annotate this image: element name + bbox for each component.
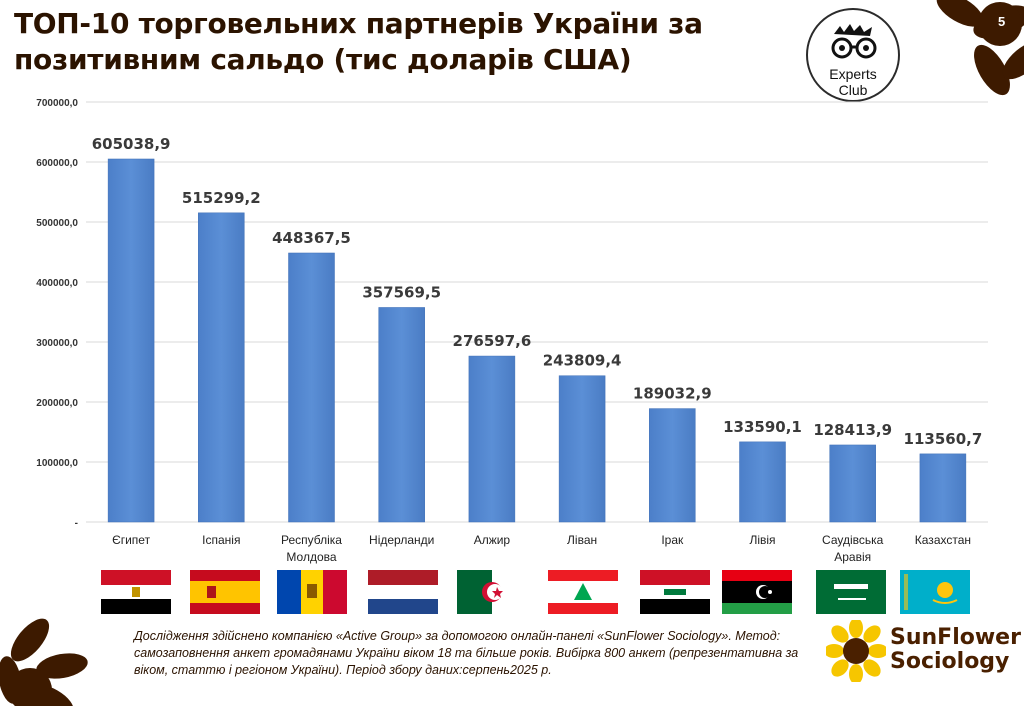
x-category-label: Республіка <box>281 533 342 547</box>
x-category-label: Казахстан <box>915 533 971 547</box>
x-category-label: Ірак <box>661 533 684 547</box>
iraq-flag <box>640 570 710 614</box>
egypt-flag <box>101 570 171 614</box>
bar-chart: - 100000,0 200000,0 300000,0 400000,0 500000,… <box>36 98 988 564</box>
bar-value-label: 113560,7 <box>904 430 983 448</box>
x-category-label: Єгипет <box>112 533 150 547</box>
bar <box>288 252 335 523</box>
bar <box>919 453 967 523</box>
saudi-arabia-flag <box>816 570 886 614</box>
lebanon-flag <box>548 570 618 614</box>
x-category-label: Алжир <box>474 533 511 547</box>
flower-decoration-top-right <box>936 0 1024 96</box>
bar-value-label: 189032,9 <box>633 385 712 403</box>
y-tick-label: 300000,0 <box>36 338 78 349</box>
x-category-label: Ліван <box>567 533 597 547</box>
bar <box>468 355 516 523</box>
x-category-label: Молдова <box>286 550 336 564</box>
libya-flag <box>722 570 792 614</box>
x-category-label: Нідерланди <box>369 533 434 547</box>
moldova-flag <box>277 570 347 614</box>
brand-name: SunFlower Sociology <box>890 626 1021 674</box>
brand-line-2: Sociology <box>890 649 1010 674</box>
bar-value-label: 128413,9 <box>813 421 892 439</box>
logo-text-experts: Experts <box>829 66 877 82</box>
experts-club-logo: Experts Club <box>806 8 900 102</box>
x-category-label: Лівія <box>749 533 775 547</box>
spain-flag <box>190 570 260 614</box>
brand-line-1: SunFlower <box>890 625 1021 650</box>
bar-value-label: 357569,5 <box>362 283 441 301</box>
x-category-label: Іспанія <box>202 533 240 547</box>
bar <box>107 158 155 523</box>
bar-value-label: 448367,5 <box>272 229 351 247</box>
y-tick-label: 100000,0 <box>36 458 78 469</box>
bar <box>829 444 876 523</box>
netherlands-flag <box>368 570 438 614</box>
sunflower-icon <box>826 620 886 682</box>
bar-value-label: 605038,9 <box>92 135 171 153</box>
flower-decoration-bottom-left <box>0 618 88 706</box>
y-tick-label: 600000,0 <box>36 158 78 169</box>
bar <box>649 408 696 523</box>
bar-value-label: 276597,6 <box>453 332 532 350</box>
y-tick-label: 400000,0 <box>36 278 78 289</box>
y-tick-label: - <box>75 518 78 529</box>
bar-value-label: 133590,1 <box>723 418 802 436</box>
bar <box>739 441 786 523</box>
bar <box>558 375 606 523</box>
bar-value-label: 243809,4 <box>543 352 622 370</box>
glasses-icon <box>831 24 877 59</box>
y-tick-label: 500000,0 <box>36 218 78 229</box>
bar-value-label: 515299,2 <box>182 189 261 207</box>
methodology-footnote: Дослідження здійснено компанією «Active … <box>134 629 799 677</box>
page-number: 5 <box>998 14 1006 29</box>
x-category-label: Саудівська <box>822 533 884 547</box>
kazakhstan-flag <box>900 570 970 614</box>
algeria-flag <box>457 570 527 614</box>
page-title: ТОП-10 торговельних партнерів України за… <box>14 7 703 76</box>
bar <box>198 212 245 523</box>
logo-text-club: Club <box>838 82 868 98</box>
y-tick-label: 700000,0 <box>36 98 78 109</box>
bar <box>378 307 425 523</box>
x-category-label: Аравія <box>834 550 871 564</box>
y-tick-label: 200000,0 <box>36 398 78 409</box>
